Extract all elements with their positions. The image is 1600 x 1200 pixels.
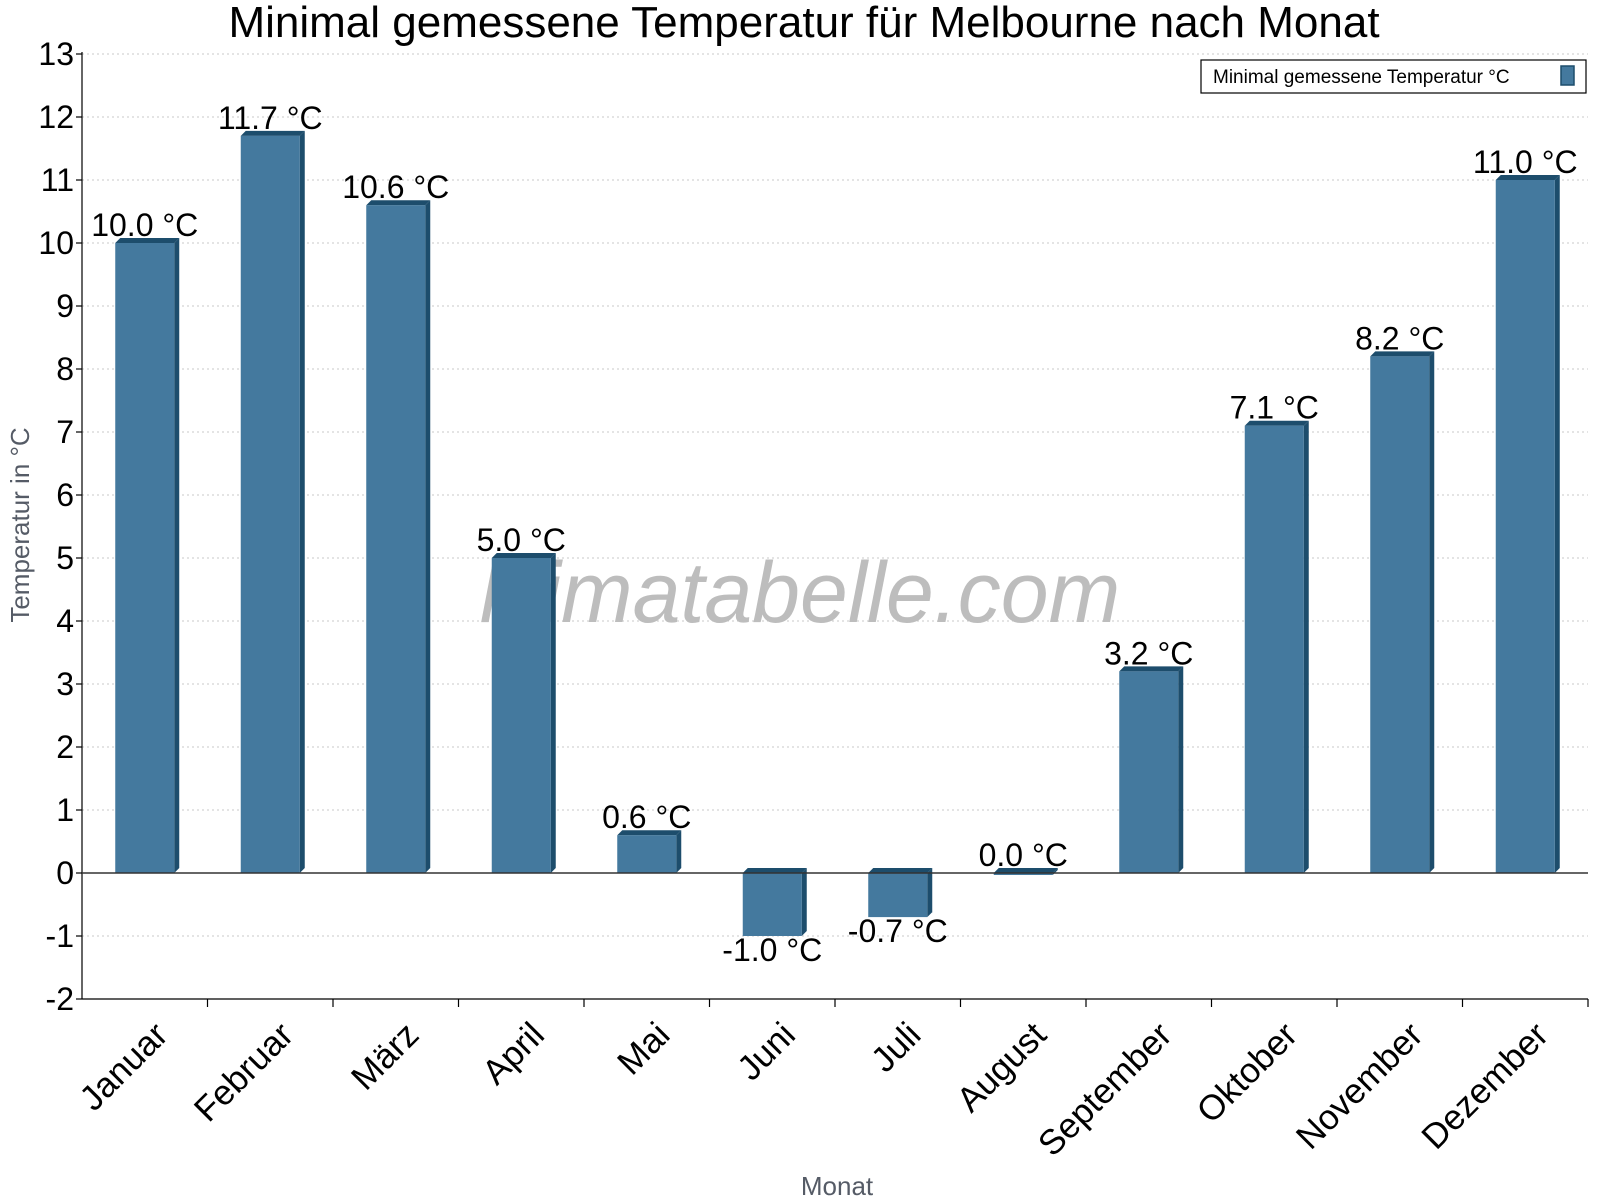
bar-top — [1495, 175, 1560, 180]
x-tick-label: Juli — [864, 1015, 929, 1080]
bar — [1370, 356, 1430, 873]
bar — [1119, 671, 1179, 873]
bar-top — [742, 868, 807, 873]
y-axis-label: Temperatur in °C — [5, 427, 35, 622]
y-tick-label: 4 — [56, 603, 74, 639]
y-tick-label: 5 — [56, 540, 74, 576]
x-tick-label: September — [1031, 1015, 1180, 1164]
bars-layer — [115, 130, 1560, 936]
bar-top — [366, 200, 431, 206]
legend: Minimal gemessene Temperatur °C — [1200, 59, 1587, 94]
bar-side — [174, 238, 180, 873]
bar-group — [868, 868, 933, 918]
bar-group — [1119, 666, 1184, 873]
bar — [1244, 425, 1304, 873]
bar-top — [1119, 666, 1184, 672]
y-tick-label: 12 — [38, 99, 74, 135]
bar-side — [676, 830, 682, 873]
x-tick-label: Dezember — [1414, 1015, 1556, 1157]
y-tick-label: 11 — [41, 162, 74, 198]
bar-side — [550, 553, 556, 873]
data-label: 11.0 °C — [1473, 144, 1578, 180]
y-tick-label: 3 — [56, 666, 74, 702]
bar — [1495, 180, 1555, 873]
bar — [868, 873, 928, 918]
y-tick-label: 6 — [56, 477, 74, 513]
data-label: -0.7 °C — [848, 913, 948, 949]
bar-group — [742, 868, 807, 936]
watermark: klimatabelle.com — [480, 545, 1120, 641]
bar — [993, 873, 1053, 875]
x-tick-label: Mai — [610, 1015, 677, 1082]
data-label: 8.2 °C — [1355, 320, 1444, 356]
bar — [617, 835, 677, 873]
bar — [115, 243, 175, 873]
bar — [491, 558, 551, 873]
x-tick-label: Februar — [187, 1015, 301, 1129]
bar-side — [299, 130, 305, 873]
data-label: -1.0 °C — [722, 932, 822, 968]
bar-top — [993, 868, 1058, 873]
y-tick-label: 8 — [56, 351, 74, 387]
y-tick-label: 2 — [56, 729, 74, 765]
y-tick-label: 1 — [56, 792, 74, 828]
grid-layer — [82, 53, 1588, 1000]
bar — [366, 205, 426, 873]
x-tick-label: Oktober — [1189, 1015, 1305, 1131]
legend-label: Minimal gemessene Temperatur °C — [1213, 67, 1510, 88]
bar-group — [617, 830, 682, 873]
bar-group — [115, 238, 180, 873]
bar-top — [491, 553, 556, 558]
y-tick-label: 0 — [56, 855, 74, 891]
x-tick-label: April — [475, 1015, 552, 1092]
bar-group — [1370, 351, 1435, 873]
data-label: 0.0 °C — [979, 837, 1068, 873]
data-label: 7.1 °C — [1230, 390, 1319, 426]
bar-side — [927, 868, 933, 918]
data-label: 10.0 °C — [91, 207, 198, 243]
x-axis-label: Monat — [801, 1171, 874, 1200]
bar-group — [366, 200, 431, 873]
bar-side — [801, 868, 807, 936]
data-label: 0.6 °C — [602, 799, 691, 835]
x-tick-label: Januar — [72, 1015, 175, 1118]
data-label: 3.2 °C — [1104, 635, 1193, 671]
bar-side — [425, 200, 431, 873]
axes-layer — [76, 52, 1589, 1007]
legend-swatch — [1560, 65, 1575, 86]
bar — [240, 135, 300, 873]
y-tick-label: 9 — [56, 288, 74, 324]
x-tick-label: August — [949, 1015, 1054, 1120]
y-tick-label: 7 — [56, 414, 74, 450]
bar-top — [1244, 420, 1309, 426]
bar-group — [240, 130, 305, 873]
x-tick-label: Juni — [730, 1015, 803, 1088]
chart-title: Minimal gemessene Temperatur für Melbour… — [228, 0, 1379, 47]
bar-side — [1178, 666, 1184, 873]
bar-group — [491, 553, 556, 873]
x-tick-label: März — [344, 1015, 427, 1098]
bar-group — [1495, 175, 1560, 873]
bar-side — [1303, 420, 1309, 873]
y-tick-label: 13 — [38, 36, 74, 72]
bar — [742, 873, 802, 936]
data-label: 10.6 °C — [342, 169, 449, 205]
bar-top — [240, 130, 305, 136]
data-label: 11.7 °C — [218, 100, 323, 136]
y-tick-label: 10 — [38, 225, 74, 261]
bar-top — [617, 830, 682, 836]
bar-top — [868, 868, 933, 873]
y-tick-label: -1 — [46, 918, 74, 954]
legend-box — [1200, 59, 1587, 94]
bar-top — [115, 238, 180, 243]
bar-group — [1244, 420, 1309, 873]
bar-side — [1554, 175, 1560, 873]
bar-top — [1370, 351, 1435, 357]
y-tick-label: -2 — [46, 981, 74, 1017]
data-label: 5.0 °C — [477, 522, 566, 558]
bar-side — [1429, 351, 1435, 873]
x-tick-label: November — [1289, 1015, 1431, 1157]
